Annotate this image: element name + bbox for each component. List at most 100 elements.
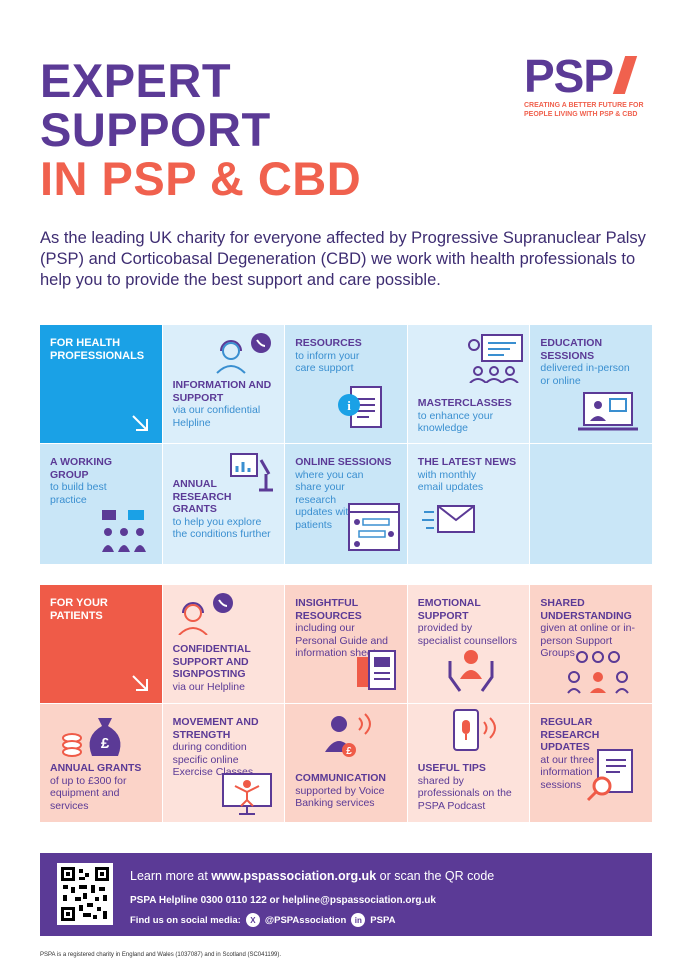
online-sessions-tile: ONLINE SESSIONS where you can share your…: [285, 444, 407, 564]
exercise-screen-icon: [221, 773, 272, 815]
footer-banner: Learn more at www.pspassociation.org.uk …: [40, 853, 652, 936]
logo-mark: PSP: [524, 50, 614, 102]
latest-news-heading: THE LATEST NEWS: [417, 456, 517, 468]
research-magnifier-icon: [587, 749, 634, 802]
confidential-support-desc: via our Helpline: [172, 680, 245, 693]
title-line-1: EXPERT: [40, 54, 232, 107]
shared-understanding-tile: SHARED UNDERSTANDING given at online or …: [530, 585, 652, 703]
online-sessions-heading: ONLINE SESSIONS: [295, 456, 392, 468]
research-grants-desc: to help you explore the conditions furth…: [172, 515, 271, 541]
research-grants-tile: ANNUAL RESEARCH GRANTS to help you explo…: [162, 444, 285, 564]
shared-understanding-heading: SHARED UNDERSTANDING: [540, 597, 632, 622]
website-link[interactable]: www.pspassociation.org.uk: [211, 869, 377, 883]
education-tile: EDUCATION SESSIONS delivered in-person o…: [530, 325, 652, 443]
shared-understanding-desc: given at online or in-person Support Gro…: [540, 622, 635, 659]
helpline-text: PSPA Helpline 0300 0110 122 or helpline@…: [130, 895, 436, 906]
arrow-down-right-icon: [131, 415, 148, 431]
masterclasses-desc: to enhance your knowledge: [417, 409, 494, 435]
info-document-icon: i: [338, 386, 383, 428]
useful-tips-heading: USEFUL TIPS: [417, 762, 486, 774]
masterclasses-tile: MASTERCLASSES to enhance your knowledge: [407, 325, 530, 443]
communication-desc: supported by Voice Banking services: [295, 784, 385, 810]
confidential-support-tile: CONFIDENTIAL SUPPORT AND SIGNPOSTING via…: [162, 585, 285, 703]
page-title: EXPERT SUPPORT IN PSP & CBD: [40, 56, 361, 203]
intro-text: As the leading UK charity for everyone a…: [40, 229, 646, 289]
useful-tips-desc: shared by professionals on the PSPA Podc…: [417, 774, 512, 812]
latest-news-tile: THE LATEST NEWS with monthly email updat…: [407, 444, 530, 564]
confidential-support-heading: CONFIDENTIAL SUPPORT AND SIGNPOSTING: [172, 643, 251, 680]
support-group-icon: [567, 651, 630, 694]
title-line-2: SUPPORT: [40, 103, 271, 156]
headset-phone-icon: [215, 333, 271, 374]
title-line-3: IN PSP & CBD: [40, 152, 362, 205]
health-professionals-grid: FOR HEALTH PROFESSIONALS INFORMATION AND…: [40, 325, 652, 564]
movement-strength-tile: MOVEMENT AND STRENGTH during condition s…: [162, 704, 285, 822]
education-heading: EDUCATION SESSIONS: [540, 337, 603, 362]
communication-tile: £ COMMUNICATION supported by Voice Banki…: [285, 704, 407, 822]
resources-tile: RESOURCES to inform your care support i: [285, 325, 407, 443]
research-grants-heading: ANNUAL RESEARCH GRANTS: [172, 478, 232, 515]
insightful-resources-tile: INSIGHTFUL RESOURCES including our Perso…: [285, 585, 407, 703]
qr-code-icon: [61, 867, 109, 921]
learn-more-suffix: or scan the QR code: [376, 869, 495, 883]
arrow-down-right-icon: [131, 675, 148, 691]
booklets-icon: [357, 650, 397, 690]
logo-tagline-1: CREATING A BETTER FUTURE FOR: [524, 102, 644, 109]
emotional-support-tile: EMOTIONAL SUPPORT provided by specialist…: [407, 585, 530, 703]
info-support-tile: INFORMATION AND SUPPORT via our confiden…: [162, 325, 285, 443]
x-icon[interactable]: X: [245, 913, 260, 927]
emotional-support-desc: provided by specialist counsellors: [417, 622, 518, 647]
masterclasses-heading: MASTERCLASSES: [417, 397, 512, 409]
laptop-teacher-icon: [578, 392, 639, 431]
working-group-heading: A WORKING GROUP: [50, 456, 113, 481]
headset-phone-icon: [177, 593, 233, 635]
info-support-desc: via our confidential Helpline: [172, 404, 261, 429]
logo-tagline-2: PEOPLE LIVING WITH PSP & CBD: [524, 110, 638, 118]
learn-more-prefix: Learn more at: [130, 869, 212, 883]
annual-grants-tile: £ ANNUAL GRANTS of up to £300 for equipm…: [40, 704, 162, 822]
health-hero-tile: FOR HEALTH PROFESSIONALS: [40, 325, 162, 443]
health-hero-label: FOR HEALTH PROFESSIONALS: [50, 337, 145, 362]
learn-more-line: Learn more at www.pspassociation.org.uk …: [130, 869, 494, 883]
latest-news-desc: with monthly email updates: [417, 468, 484, 494]
annual-grants-desc: of up to £300 for equipment and services: [50, 774, 127, 812]
movement-strength-heading: MOVEMENT AND STRENGTH: [172, 716, 259, 741]
emotional-support-heading: EMOTIONAL SUPPORT: [417, 597, 481, 622]
podcast-phone-icon: [452, 709, 496, 751]
social-label: Find us on social media:: [130, 914, 241, 926]
working-group-tile: A WORKING GROUP to build best practice: [40, 444, 162, 564]
social-line: Find us on social media: X @PSPAssociati…: [130, 913, 395, 927]
insightful-resources-desc: including our Personal Guide and informa…: [295, 622, 389, 659]
working-group-desc: to build best practice: [50, 481, 107, 506]
logo-slash-icon: [612, 56, 638, 94]
insightful-resources-heading: INSIGHTFUL RESOURCES: [295, 597, 362, 622]
x-handle[interactable]: @PSPAssociation: [264, 914, 347, 926]
chat-window-icon: [348, 503, 401, 551]
communication-heading: COMMUNICATION: [295, 772, 386, 784]
online-sessions-desc: where you can share your research update…: [295, 468, 364, 531]
microscope-chart-icon: [229, 453, 273, 492]
empty-tile: [530, 444, 652, 564]
presentation-audience-icon: [467, 334, 523, 383]
caring-hands-icon: [448, 650, 494, 692]
info-support-heading: INFORMATION AND SUPPORT: [172, 379, 272, 404]
svg-text:i: i: [347, 398, 351, 413]
education-desc: delivered in-person or online: [540, 362, 630, 387]
linkedin-handle[interactable]: PSPA: [370, 914, 396, 926]
email-envelope-icon: [421, 505, 475, 533]
resources-desc: to inform your care support: [295, 349, 360, 375]
research-updates-heading: REGULAR RESEARCH UPDATES: [540, 716, 600, 753]
voice-banking-icon: £: [325, 713, 372, 757]
linkedin-icon[interactable]: in: [351, 913, 366, 927]
useful-tips-tile: USEFUL TIPS shared by professionals on t…: [407, 704, 530, 822]
legal-notice: PSPA is a registered charity in England …: [40, 952, 282, 958]
patients-grid: FOR YOUR PATIENTS CONFIDENTIAL SUPPORT A…: [40, 585, 652, 822]
svg-text:£: £: [346, 746, 352, 757]
patients-hero-tile: FOR YOUR PATIENTS: [40, 585, 162, 703]
resources-heading: RESOURCES: [295, 337, 362, 349]
research-updates-tile: REGULAR RESEARCH UPDATES at our three in…: [530, 704, 652, 822]
svg-text:£: £: [101, 735, 110, 752]
qr-code[interactable]: [57, 863, 113, 925]
patients-hero-label: FOR YOUR PATIENTS: [50, 597, 108, 622]
pspa-logo: PSP CREATING A BETTER FUTURE FOR PEOPLE …: [524, 52, 654, 119]
